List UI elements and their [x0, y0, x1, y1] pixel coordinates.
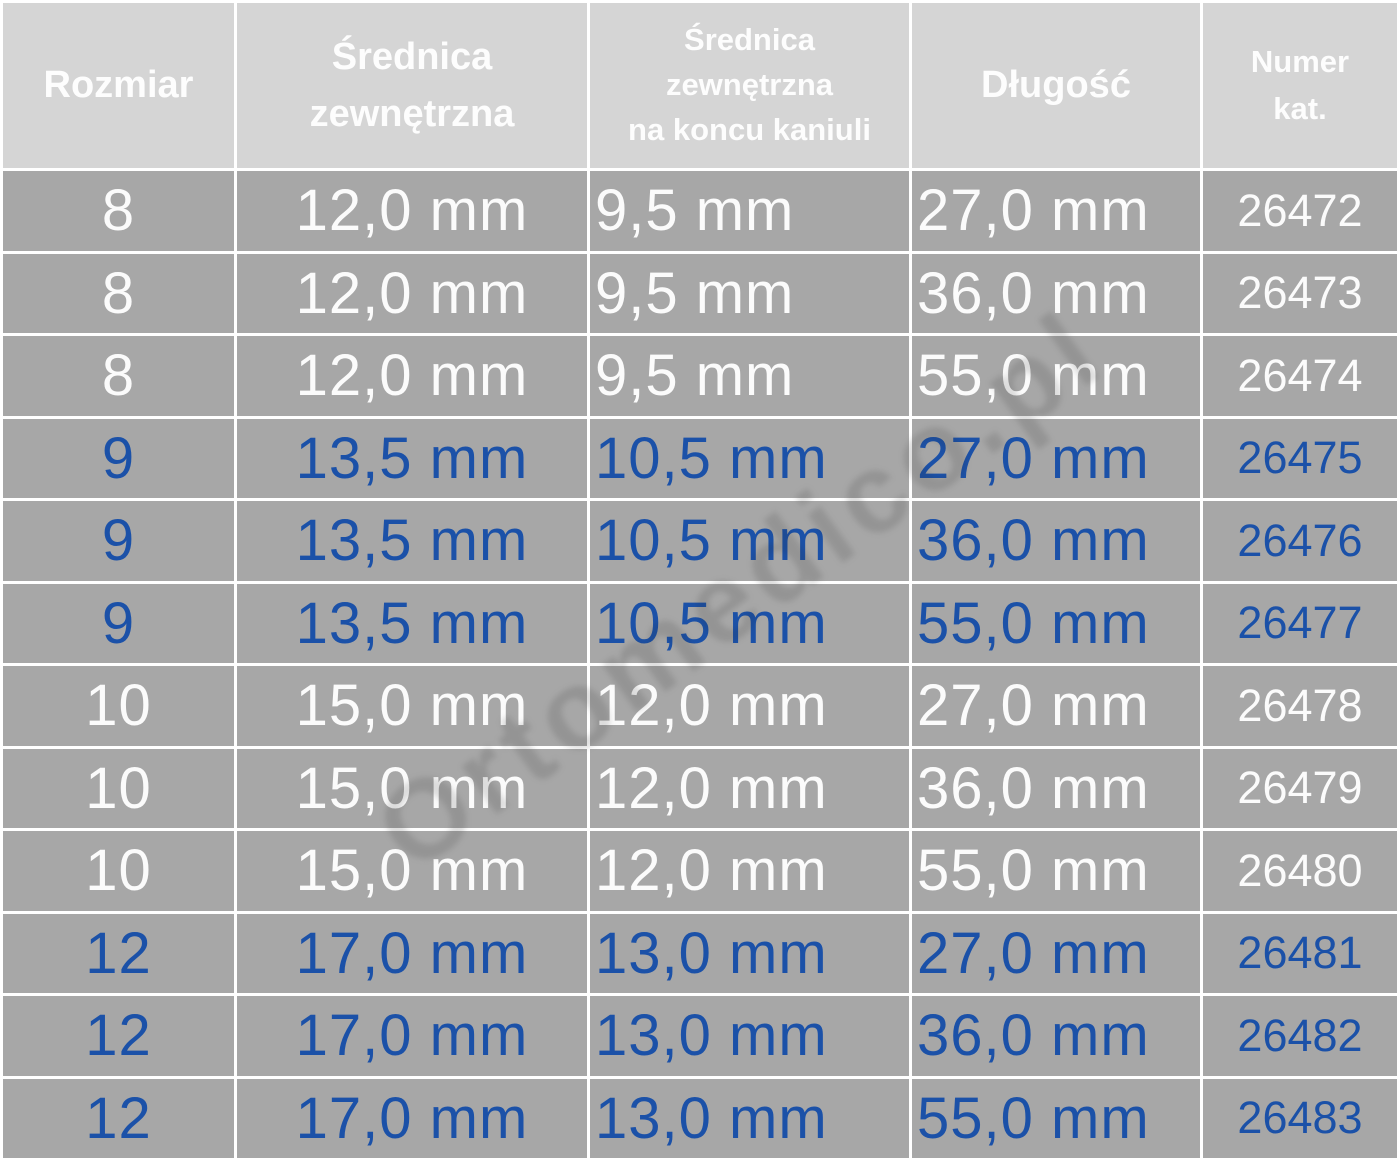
- cell-srednica-zewnetrzna: 17,0 mm: [237, 913, 587, 993]
- cell-numer-kat: 26472: [1203, 171, 1397, 251]
- cell-srednica-koncu-kaniuli: 13,0 mm: [590, 1078, 909, 1158]
- cell-numer-kat: 26478: [1203, 666, 1397, 746]
- cell-dlugosc: 55,0 mm: [912, 831, 1200, 911]
- cell-numer-kat: 26480: [1203, 831, 1397, 911]
- cell-srednica-zewnetrzna: 12,0 mm: [237, 171, 587, 251]
- header-line: Długość: [981, 64, 1131, 106]
- table-row: 8 12,0 mm 9,5 mm 36,0 mm 26473: [3, 253, 1397, 333]
- cell-rozmiar: 8: [3, 253, 234, 333]
- table-row: 12 17,0 mm 13,0 mm 36,0 mm 26482: [3, 996, 1397, 1076]
- table-row: 10 15,0 mm 12,0 mm 36,0 mm 26479: [3, 748, 1397, 828]
- cell-srednica-koncu-kaniuli: 9,5 mm: [590, 336, 909, 416]
- cell-numer-kat: 26473: [1203, 253, 1397, 333]
- cell-dlugosc: 55,0 mm: [912, 1078, 1200, 1158]
- header-srednica-zewnetrzna: Średnica zewnętrzna: [237, 3, 587, 168]
- header-line: kat.: [1273, 90, 1327, 126]
- cell-srednica-zewnetrzna: 12,0 mm: [237, 336, 587, 416]
- cell-dlugosc: 27,0 mm: [912, 171, 1200, 251]
- cell-dlugosc: 27,0 mm: [912, 418, 1200, 498]
- table-body: 8 12,0 mm 9,5 mm 27,0 mm 26472 8 12,0 mm…: [3, 171, 1397, 1158]
- table-header: Rozmiar Średnica zewnętrzna Średnica zew…: [3, 3, 1397, 168]
- header-line: Średnica: [684, 22, 815, 58]
- cell-numer-kat: 26477: [1203, 583, 1397, 663]
- cell-srednica-koncu-kaniuli: 10,5 mm: [590, 418, 909, 498]
- header-numer-kat: Numer kat.: [1203, 3, 1397, 168]
- header-line: Rozmiar: [43, 64, 194, 106]
- cell-rozmiar: 9: [3, 501, 234, 581]
- cell-rozmiar: 12: [3, 996, 234, 1076]
- header-line: Średnica: [331, 35, 493, 78]
- cell-numer-kat: 26479: [1203, 748, 1397, 828]
- cell-numer-kat: 26476: [1203, 501, 1397, 581]
- cell-rozmiar: 12: [3, 913, 234, 993]
- cell-srednica-koncu-kaniuli: 12,0 mm: [590, 748, 909, 828]
- cell-dlugosc: 36,0 mm: [912, 996, 1200, 1076]
- cell-rozmiar: 10: [3, 831, 234, 911]
- cell-srednica-koncu-kaniuli: 10,5 mm: [590, 583, 909, 663]
- cell-srednica-zewnetrzna: 15,0 mm: [237, 831, 587, 911]
- header-line: zewnętrzna: [665, 67, 834, 103]
- cell-rozmiar: 10: [3, 748, 234, 828]
- cell-srednica-koncu-kaniuli: 12,0 mm: [590, 831, 909, 911]
- cell-numer-kat: 26481: [1203, 913, 1397, 993]
- cell-srednica-zewnetrzna: 13,5 mm: [237, 583, 587, 663]
- header-srednica-koncu-kaniuli: Średnica zewnętrzna na koncu kaniuli: [590, 3, 909, 168]
- cell-srednica-zewnetrzna: 13,5 mm: [237, 418, 587, 498]
- table-row: 10 15,0 mm 12,0 mm 27,0 mm 26478: [3, 666, 1397, 746]
- cell-dlugosc: 27,0 mm: [912, 666, 1200, 746]
- cell-srednica-koncu-kaniuli: 12,0 mm: [590, 666, 909, 746]
- cell-srednica-koncu-kaniuli: 9,5 mm: [590, 171, 909, 251]
- header-line: zewnętrzna: [309, 92, 515, 135]
- table-row: 9 13,5 mm 10,5 mm 55,0 mm 26477: [3, 583, 1397, 663]
- cell-numer-kat: 26475: [1203, 418, 1397, 498]
- cell-numer-kat: 26483: [1203, 1078, 1397, 1158]
- cell-srednica-koncu-kaniuli: 9,5 mm: [590, 253, 909, 333]
- cell-srednica-koncu-kaniuli: 10,5 mm: [590, 501, 909, 581]
- cell-rozmiar: 8: [3, 171, 234, 251]
- table-row: 12 17,0 mm 13,0 mm 55,0 mm 26483: [3, 1078, 1397, 1158]
- cell-rozmiar: 9: [3, 583, 234, 663]
- table-row: 9 13,5 mm 10,5 mm 27,0 mm 26475: [3, 418, 1397, 498]
- table-row: 8 12,0 mm 9,5 mm 55,0 mm 26474: [3, 336, 1397, 416]
- cell-srednica-zewnetrzna: 17,0 mm: [237, 996, 587, 1076]
- cell-srednica-zewnetrzna: 17,0 mm: [237, 1078, 587, 1158]
- cell-dlugosc: 36,0 mm: [912, 501, 1200, 581]
- header-dlugosc: Długość: [912, 3, 1200, 168]
- cell-srednica-zewnetrzna: 15,0 mm: [237, 748, 587, 828]
- cell-rozmiar: 9: [3, 418, 234, 498]
- cell-dlugosc: 36,0 mm: [912, 253, 1200, 333]
- table-row: 8 12,0 mm 9,5 mm 27,0 mm 26472: [3, 171, 1397, 251]
- cell-dlugosc: 55,0 mm: [912, 336, 1200, 416]
- table-row: 9 13,5 mm 10,5 mm 36,0 mm 26476: [3, 501, 1397, 581]
- cell-srednica-zewnetrzna: 12,0 mm: [237, 253, 587, 333]
- cell-srednica-zewnetrzna: 15,0 mm: [237, 666, 587, 746]
- cell-srednica-koncu-kaniuli: 13,0 mm: [590, 913, 909, 993]
- cell-dlugosc: 27,0 mm: [912, 913, 1200, 993]
- cell-rozmiar: 12: [3, 1078, 234, 1158]
- cell-srednica-zewnetrzna: 13,5 mm: [237, 501, 587, 581]
- table-row: 10 15,0 mm 12,0 mm 55,0 mm 26480: [3, 831, 1397, 911]
- cell-srednica-koncu-kaniuli: 13,0 mm: [590, 996, 909, 1076]
- cell-rozmiar: 8: [3, 336, 234, 416]
- cell-rozmiar: 10: [3, 666, 234, 746]
- header-row: Rozmiar Średnica zewnętrzna Średnica zew…: [3, 3, 1397, 168]
- header-line: na koncu kaniuli: [628, 111, 871, 147]
- header-line: Numer: [1250, 44, 1350, 79]
- header-rozmiar: Rozmiar: [3, 3, 234, 168]
- cell-numer-kat: 26482: [1203, 996, 1397, 1076]
- cell-numer-kat: 26474: [1203, 336, 1397, 416]
- cell-dlugosc: 36,0 mm: [912, 748, 1200, 828]
- cell-dlugosc: 55,0 mm: [912, 583, 1200, 663]
- table-row: 12 17,0 mm 13,0 mm 27,0 mm 26481: [3, 913, 1397, 993]
